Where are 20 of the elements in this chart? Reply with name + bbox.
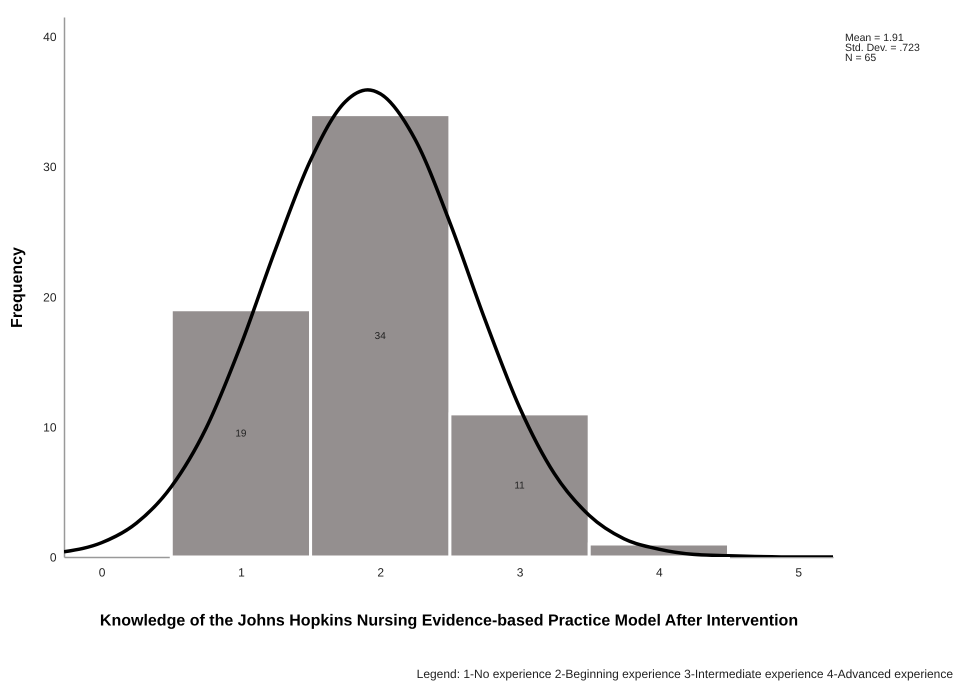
x-tick-label: 0 xyxy=(98,566,106,580)
data-label: 11 xyxy=(514,480,526,492)
y-tick-label: 40 xyxy=(43,30,57,44)
y-tick-label: 10 xyxy=(43,420,57,434)
data-label: 34 xyxy=(374,330,386,342)
x-axis-title: Knowledge of the Johns Hopkins Nursing Evidence-based Practice Model After Intervention xyxy=(100,612,798,630)
x-tick-label: 2 xyxy=(377,566,384,580)
text: N = 65 xyxy=(845,52,876,64)
text: Legend: 1-No experience 2-Beginning experience 3-Intermediate experience 4-Advanced experience xyxy=(416,667,954,681)
x-tick-label: 3 xyxy=(516,566,524,580)
text: Mean = 1.91 xyxy=(845,32,904,44)
x-tick-label: 5 xyxy=(795,566,802,580)
text: Std. Dev. = .723 xyxy=(845,42,920,54)
x-tick-label: 1 xyxy=(238,566,246,580)
x-tick-label: 4 xyxy=(656,566,664,580)
y-tick-label: 30 xyxy=(43,160,57,174)
y-tick-label: 20 xyxy=(43,290,57,304)
data-label: 19 xyxy=(235,428,247,440)
y-axis-title: Frequency xyxy=(9,246,26,328)
y-tick-label: 0 xyxy=(50,550,57,564)
